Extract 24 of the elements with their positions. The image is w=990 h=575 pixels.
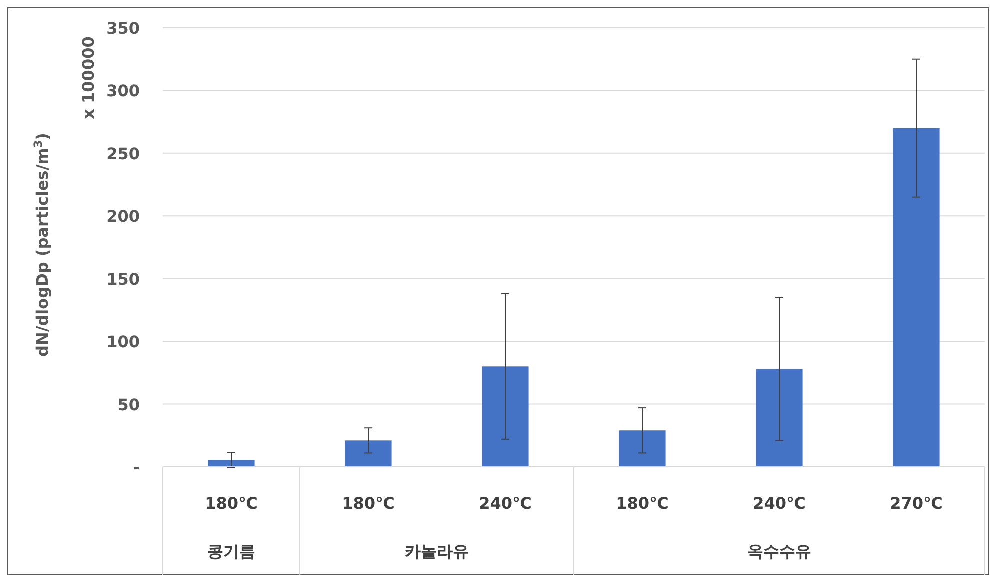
y-tick-label: 200 bbox=[106, 207, 140, 226]
y-tick-label: 350 bbox=[106, 19, 140, 38]
y-tick-label: 300 bbox=[106, 82, 140, 101]
y-tick-label: 250 bbox=[106, 144, 140, 164]
x-tick-label: 240℃ bbox=[479, 494, 532, 513]
bar bbox=[208, 460, 255, 467]
x-tick-label: 180℃ bbox=[205, 494, 258, 513]
y-tick-label: - bbox=[133, 458, 140, 477]
text: 옥수수유 bbox=[748, 542, 812, 561]
text: x 100000 bbox=[79, 36, 98, 120]
bar bbox=[482, 366, 529, 467]
bar bbox=[345, 440, 392, 467]
bar bbox=[756, 369, 803, 467]
y-tick-label: 50 bbox=[118, 395, 140, 414]
x-tick-label: 270℃ bbox=[890, 494, 943, 513]
y-tick-label: 150 bbox=[106, 270, 140, 289]
bar bbox=[619, 430, 666, 467]
x-tick-label: 180℃ bbox=[342, 494, 395, 513]
text: 콩기름 bbox=[208, 542, 256, 561]
bar bbox=[893, 128, 940, 467]
text: 카놀라유 bbox=[405, 542, 469, 561]
x-tick-label: 240℃ bbox=[753, 494, 806, 513]
x-tick-label: 180℃ bbox=[616, 494, 669, 513]
y-tick-label: 100 bbox=[106, 332, 140, 352]
